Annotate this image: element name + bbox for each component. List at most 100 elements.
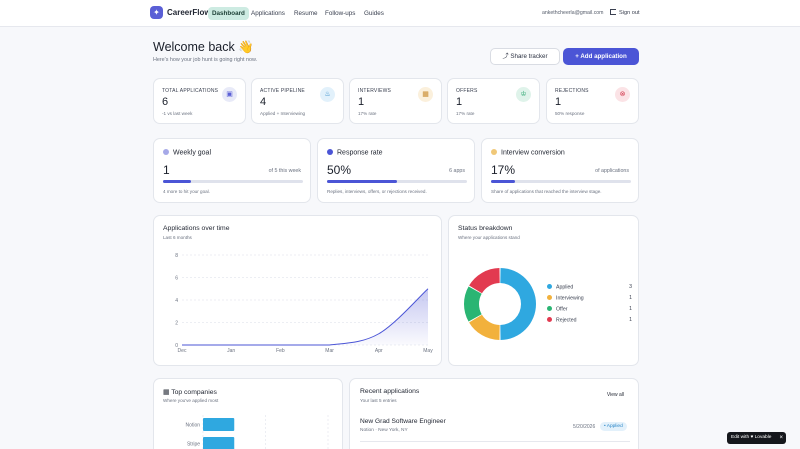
goal-value: 1 [163,163,170,177]
legend-count: 1 [629,317,632,323]
add-application-button[interactable]: + Add application [563,48,639,65]
stat-subtext: 50% response [555,111,585,116]
progress-bar [327,180,467,183]
goal-title-text: Weekly goal [173,149,212,157]
panel-subtitle: Last 6 months [163,235,192,240]
panel-title: Status breakdown [458,225,513,232]
donut-slice-offer[interactable] [464,286,482,322]
applications-line-chart: 0 2 4 6 8 Dec Jan Feb Mar Apr May [175,253,433,354]
goal-note: Replies, interviews, offers, or rejectio… [327,189,427,194]
page-title: Welcome back 👋 [153,40,254,54]
panel-subtitle: Where your applications stand [458,235,520,240]
goal-card: Interview conversion 17% of applications… [481,138,639,203]
stat-label: TOTAL APPLICATIONS [162,88,219,94]
legend-item: Applied 3 [547,284,632,291]
goal-value: 17% [491,163,516,177]
panel-title: ▦ Top companies [163,388,217,396]
progress-fill [327,180,397,183]
bar-notion[interactable] [203,418,235,431]
legend-item: Interviewing 1 [547,295,632,302]
sign-out-icon [610,9,616,15]
donut-slice-interviewing[interactable] [469,314,500,340]
legend-dot [547,295,552,300]
stat-label: ACTIVE PIPELINE [260,88,305,94]
user-email: ankethcheerla@gmail.com [542,10,604,16]
goal-context: 6 apps [449,168,465,174]
goal-title: Weekly goal [163,149,211,157]
recent-applications-card: Recent applications Your last 5 entries … [349,378,639,449]
donut-slice-applied[interactable] [500,268,536,340]
y-tick-label: 0 [175,343,178,349]
donut-slice-rejected[interactable] [469,268,500,294]
legend-dot [547,306,552,311]
panel-subtitle: Where you've applied most [163,398,219,403]
view-all-link[interactable]: View all [606,392,624,398]
lovable-label: Edit with ♥ Lovable [731,435,772,440]
legend-dot [547,317,552,322]
share-tracker-button[interactable]: ⤴ Share tracker [490,48,560,65]
progress-bar [163,180,303,183]
calendar-icon: ▦ [418,87,433,102]
stat-value: 4 [260,96,267,108]
progress-bar [491,180,631,183]
x-circle-icon: ⊗ [615,87,630,102]
goal-card: Weekly goal 1 of 5 this week 4 more to h… [153,138,311,203]
goal-icon [327,149,333,155]
sign-out-button[interactable]: Sign out [610,9,640,16]
series-line [181,288,429,346]
status-donut-chart [464,268,536,340]
legend-label: Applied [556,284,574,291]
y-tick-label: 8 [175,253,178,259]
progress-fill [163,180,191,183]
stat-label: REJECTIONS [555,88,589,94]
stat-card: INTERVIEWS 1 17% rate ▦ [349,78,442,124]
x-tick-label: Apr [375,348,383,354]
nav-guides[interactable]: Guides [364,10,384,17]
y-tick-label: 2 [175,320,178,326]
goal-title: Interview conversion [491,149,565,157]
legend-label: Offer [556,306,568,313]
goal-value: 50% [327,163,352,177]
stat-card: TOTAL APPLICATIONS 6 -1 vs last week ▣ [153,78,246,124]
nav-follow-ups[interactable]: Follow-ups [325,10,356,17]
recent-date: 5/20/2026 [573,424,596,430]
stat-value: 1 [456,96,463,108]
recent-role: New Grad Software Engineer [360,418,446,425]
goal-title-text: Interview conversion [501,149,565,157]
x-tick-label: Dec [178,348,187,354]
nav-dashboard[interactable]: Dashboard [208,7,249,20]
panel-subtitle: Your last 5 entries [360,398,397,403]
area-fill [182,288,428,345]
trophy-icon: ♔ [516,87,531,102]
goal-note: 4 more to hit your goal. [163,189,210,194]
legend-label: Interviewing [556,295,584,302]
goal-icon [491,149,497,155]
x-tick-label: Mar [325,348,334,354]
stat-label: OFFERS [456,88,478,94]
bar-stripe[interactable] [203,437,235,449]
recent-company: Notion · New York, NY [360,428,408,433]
legend-item: Rejected 1 [547,317,632,324]
goal-title-text: Response rate [337,149,383,157]
companies-bar-chart: Notion Stripe [186,415,329,449]
goal-context: of applications [595,168,629,174]
legend-label: Rejected [556,317,577,324]
panel-title: Applications over time [163,225,230,232]
goal-icon [163,149,169,155]
stat-subtext: Applied + Interviewing [260,111,306,116]
nav-resume[interactable]: Resume [294,10,318,17]
legend-count: 3 [629,284,632,290]
x-tick-label: Feb [276,348,285,354]
brand-name[interactable]: CareerFlow [167,8,211,17]
progress-fill [491,180,515,183]
stat-value: 6 [162,96,169,108]
logo-icon[interactable]: ✦ [150,6,163,19]
stat-subtext: -1 vs last week [162,111,193,116]
lovable-badge[interactable]: Edit with ♥ Lovable × [727,432,786,444]
nav-applications[interactable]: Applications [251,10,285,17]
applications-over-time-card: Applications over time Last 6 months 0 2 4… [153,215,442,366]
close-icon[interactable]: × [779,435,783,441]
divider [360,441,630,442]
goal-title: Response rate [327,149,383,157]
stat-card: REJECTIONS 1 50% response ⊗ [546,78,639,124]
